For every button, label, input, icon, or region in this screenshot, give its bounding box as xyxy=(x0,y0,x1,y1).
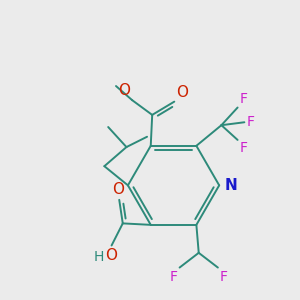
Text: O: O xyxy=(105,248,117,263)
Text: F: F xyxy=(220,270,228,283)
Text: F: F xyxy=(246,115,254,129)
Text: F: F xyxy=(240,141,248,155)
Text: N: N xyxy=(224,178,237,193)
Text: H: H xyxy=(93,250,104,264)
Text: F: F xyxy=(240,92,248,106)
Text: O: O xyxy=(112,182,124,197)
Text: F: F xyxy=(169,270,178,283)
Text: O: O xyxy=(176,85,188,100)
Text: O: O xyxy=(118,83,130,98)
